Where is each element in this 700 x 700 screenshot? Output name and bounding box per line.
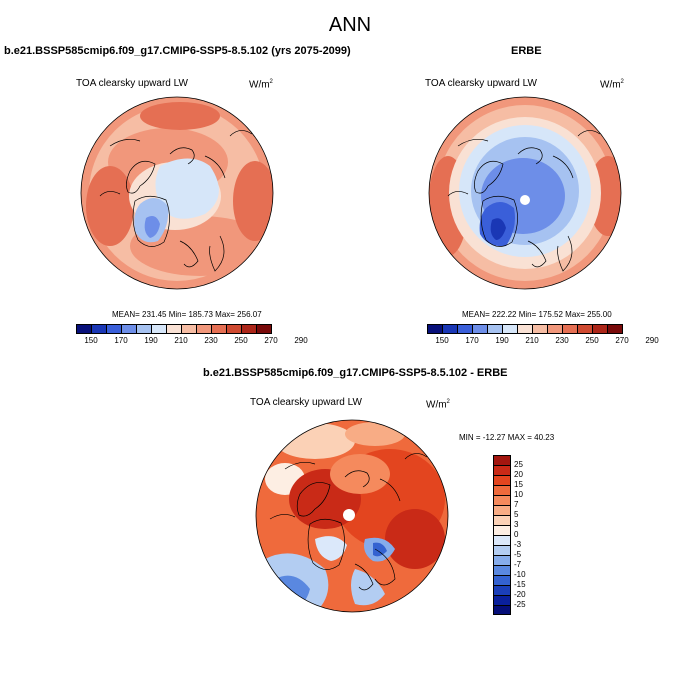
cb3-l14: -25 bbox=[514, 600, 526, 609]
panel2-colorbar-bin bbox=[472, 324, 487, 334]
panel1-colorbar-bin bbox=[136, 324, 151, 334]
cb3-l13: -20 bbox=[514, 590, 526, 599]
panel2-colorbar-bin bbox=[547, 324, 562, 334]
panel1-units: W/m2 bbox=[249, 79, 273, 91]
panel3-colorbar-bin bbox=[493, 455, 511, 465]
panel1-colorbar-bin bbox=[211, 324, 226, 334]
cb3-l8: -3 bbox=[514, 540, 522, 549]
panel2-colorbar-bin bbox=[517, 324, 532, 334]
panel3-colorbar-bin bbox=[493, 475, 511, 485]
panel3-colorbar-bin bbox=[493, 545, 511, 555]
panel3-colorbar-bin bbox=[493, 605, 511, 614]
panel3-colorbar-bin bbox=[493, 595, 511, 605]
cb3-l1: 20 bbox=[514, 470, 523, 479]
panel3-colorbar-bin bbox=[493, 465, 511, 475]
panel2-stats: MEAN= 222.22 Min= 175.52 Max= 255.00 bbox=[462, 310, 612, 319]
cb2-l6: 270 bbox=[615, 336, 629, 345]
cb1-l4: 230 bbox=[204, 336, 218, 345]
panel2-colorbar-bin bbox=[487, 324, 502, 334]
panel1-colorbar-bin bbox=[151, 324, 166, 334]
panel2-colorbar-bin bbox=[502, 324, 517, 334]
panel3-stats: MIN = -12.27 MAX = 40.23 bbox=[459, 433, 555, 442]
panel3-colorbar-bin bbox=[493, 535, 511, 545]
cb3-l5: 5 bbox=[514, 510, 519, 519]
panel1-colorbar-bin bbox=[181, 324, 196, 334]
panel1-colorbar-bin bbox=[121, 324, 136, 334]
cb1-l7: 290 bbox=[294, 336, 308, 345]
cb3-l3: 10 bbox=[514, 490, 523, 499]
cb1-l1: 170 bbox=[114, 336, 128, 345]
panel3-colorbar-labels: 25 20 15 10 7 5 3 0 -3 -5 -7 -10 -15 -20… bbox=[514, 455, 544, 615]
panel3-colorbar bbox=[493, 455, 511, 615]
cb3-l12: -15 bbox=[514, 580, 526, 589]
panel1-var-title: TOA clearsky upward LW bbox=[76, 78, 188, 89]
cb2-l4: 230 bbox=[555, 336, 569, 345]
panel1-colorbar-bin bbox=[196, 324, 211, 334]
panel3-colorbar-bin bbox=[493, 575, 511, 585]
cb3-l4: 7 bbox=[514, 500, 519, 509]
panel3-colorbar-bin bbox=[493, 525, 511, 535]
panel3-colorbar-bin bbox=[493, 555, 511, 565]
panel1-colorbar bbox=[76, 324, 272, 334]
panel2-colorbar-bin bbox=[577, 324, 592, 334]
cb2-l0: 150 bbox=[435, 336, 449, 345]
panel2-units: W/m2 bbox=[600, 79, 624, 91]
panel3-polar-map bbox=[255, 419, 449, 613]
panel3-colorbar-bin bbox=[493, 515, 511, 525]
panel3-colorbar-bin bbox=[493, 505, 511, 515]
panel1-colorbar-bin bbox=[226, 324, 241, 334]
cb1-l0: 150 bbox=[84, 336, 98, 345]
cb2-l7: 290 bbox=[645, 336, 659, 345]
panel1-colorbar-bin bbox=[91, 324, 106, 334]
cb3-l9: -5 bbox=[514, 550, 522, 559]
panel1-colorbar-bin bbox=[166, 324, 181, 334]
cb3-l2: 15 bbox=[514, 480, 523, 489]
panel1-colorbar-labels: 150 170 190 210 230 250 270 290 bbox=[76, 336, 307, 348]
panel3-colorbar-bin bbox=[493, 495, 511, 505]
panel2-colorbar-bin bbox=[442, 324, 457, 334]
panel1-stats: MEAN= 231.45 Min= 185.73 Max= 256.07 bbox=[112, 310, 262, 319]
panel3-var-title: TOA clearsky upward LW bbox=[250, 397, 362, 408]
cb1-l6: 270 bbox=[264, 336, 278, 345]
cb1-l5: 250 bbox=[234, 336, 248, 345]
cb3-l6: 3 bbox=[514, 520, 519, 529]
panel3-colorbar-bin bbox=[493, 585, 511, 595]
panel2-colorbar-labels: 150 170 190 210 230 250 270 290 bbox=[427, 336, 658, 348]
panel1-colorbar-bin bbox=[76, 324, 91, 334]
cb3-l10: -7 bbox=[514, 560, 522, 569]
panel1-case-title: b.e21.BSSP585cmip6.f09_g17.CMIP6-SSP5-8.… bbox=[4, 45, 351, 57]
panel3-case-title: b.e21.BSSP585cmip6.f09_g17.CMIP6-SSP5-8.… bbox=[203, 367, 508, 379]
panel2-colorbar-bin bbox=[532, 324, 547, 334]
panel2-var-title: TOA clearsky upward LW bbox=[425, 78, 537, 89]
cb2-l3: 210 bbox=[525, 336, 539, 345]
cb3-l7: 0 bbox=[514, 530, 519, 539]
panel1-colorbar-bin bbox=[256, 324, 272, 334]
cb2-l1: 170 bbox=[465, 336, 479, 345]
panel2-colorbar-bin bbox=[457, 324, 472, 334]
panel3-colorbar-bin bbox=[493, 565, 511, 575]
main-title: ANN bbox=[328, 14, 372, 36]
panel2-colorbar-bin bbox=[592, 324, 607, 334]
cb3-l11: -10 bbox=[514, 570, 526, 579]
panel2-colorbar-bin bbox=[427, 324, 442, 334]
cb3-l0: 25 bbox=[514, 460, 523, 469]
cb1-l2: 190 bbox=[144, 336, 158, 345]
panel1-polar-map bbox=[80, 96, 274, 290]
panel2-case-title: ERBE bbox=[511, 45, 542, 57]
panel3-units: W/m2 bbox=[426, 399, 450, 411]
panel1-colorbar-bin bbox=[106, 324, 121, 334]
panel1-colorbar-bin bbox=[241, 324, 256, 334]
panel2-colorbar-bin bbox=[607, 324, 623, 334]
panel2-colorbar-bin bbox=[562, 324, 577, 334]
cb2-l5: 250 bbox=[585, 336, 599, 345]
cb1-l3: 210 bbox=[174, 336, 188, 345]
panel3-colorbar-bin bbox=[493, 485, 511, 495]
panel2-polar-map bbox=[428, 96, 622, 290]
cb2-l2: 190 bbox=[495, 336, 509, 345]
panel2-colorbar bbox=[427, 324, 623, 334]
